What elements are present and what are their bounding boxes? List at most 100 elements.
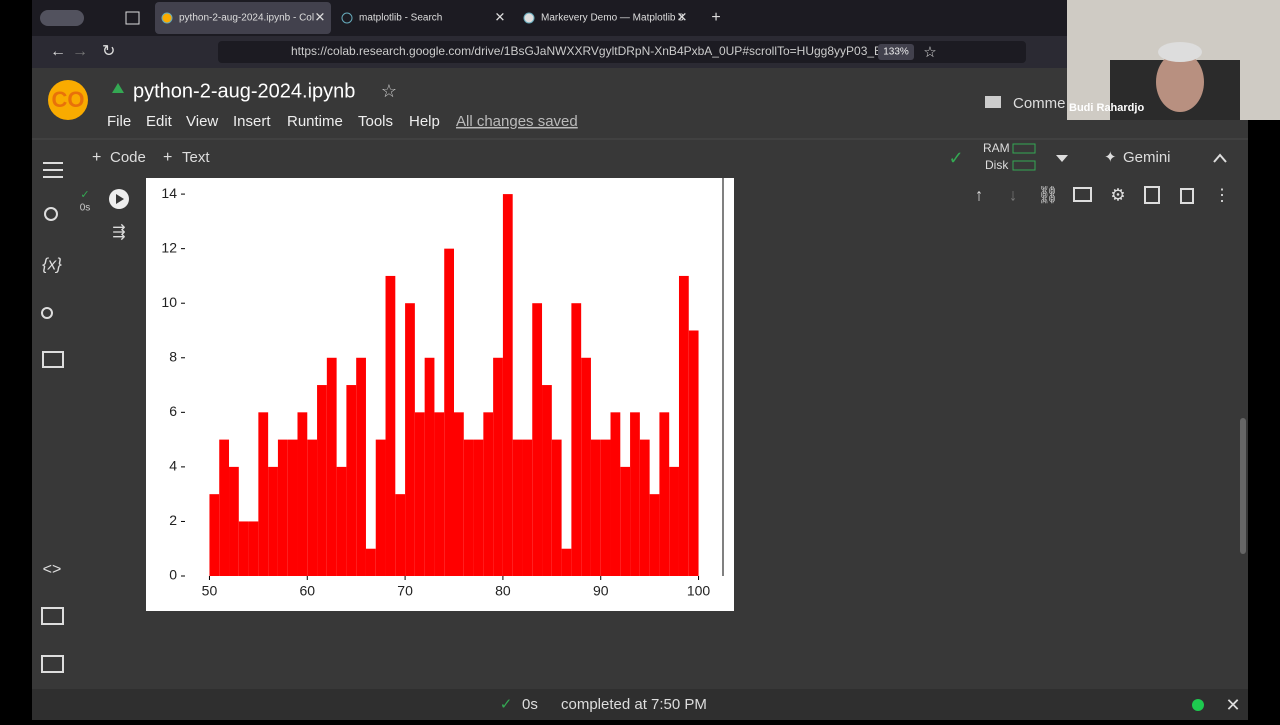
- close-status[interactable]: ✕: [1225, 695, 1240, 715]
- bookmark-star[interactable]: ☆: [923, 44, 936, 61]
- histogram-bar: [209, 494, 220, 576]
- histogram-bar: [375, 439, 386, 576]
- tab-favicon: [161, 12, 173, 24]
- menu-item[interactable]: Runtime: [287, 113, 343, 130]
- comment-cell[interactable]: [1073, 187, 1092, 202]
- histogram-bar: [532, 303, 543, 576]
- histogram-bar: [463, 439, 474, 576]
- reload-button[interactable]: ↻: [102, 43, 115, 60]
- tab-favicon: [523, 12, 535, 24]
- histogram-bar: [610, 412, 621, 576]
- add-text-button[interactable]: Text: [182, 149, 210, 166]
- runtime-dropdown[interactable]: [1056, 155, 1068, 162]
- toc-icon[interactable]: [43, 169, 63, 171]
- histogram-bar: [307, 439, 318, 576]
- move-up[interactable]: ↑: [975, 185, 984, 204]
- tab-overview[interactable]: [125, 11, 140, 25]
- output-toggle[interactable]: ⇶: [112, 223, 125, 241]
- active-tab[interactable]: [155, 2, 331, 34]
- new-tab[interactable]: +: [711, 9, 720, 26]
- star-button[interactable]: ☆: [381, 81, 397, 101]
- cell-time: 0s: [80, 203, 91, 214]
- histogram-bar: [336, 466, 347, 576]
- comments-icon[interactable]: [985, 96, 1001, 108]
- zoom-level: 133%: [883, 47, 909, 58]
- tab-close[interactable]: ✕: [677, 9, 688, 24]
- toc-icon[interactable]: [43, 176, 63, 178]
- histogram-bar: [395, 494, 406, 576]
- menu-item[interactable]: Help: [409, 113, 440, 130]
- histogram-bar: [297, 412, 308, 576]
- variables-icon[interactable]: {x}: [42, 254, 62, 273]
- drive-icon: [112, 83, 124, 93]
- tab-title[interactable]: python-2-aug-2024.ipynb - Col: [179, 13, 314, 24]
- connected-check: ✓: [948, 148, 963, 168]
- save-status[interactable]: All changes saved: [456, 113, 578, 130]
- histogram-bar: [600, 439, 611, 576]
- gemini-icon: ✦: [1104, 149, 1117, 166]
- menu-item[interactable]: Tools: [358, 113, 393, 130]
- back-button[interactable]: ←: [50, 43, 66, 60]
- histogram-bar: [385, 275, 396, 576]
- delete-cell[interactable]: [1180, 188, 1194, 204]
- histogram-bar: [444, 248, 454, 576]
- files-icon[interactable]: [42, 351, 64, 368]
- code-snippets-icon[interactable]: <>: [43, 561, 62, 578]
- run-icon: [116, 194, 124, 204]
- comments-button[interactable]: Comme: [1013, 95, 1066, 112]
- menu-item[interactable]: File: [107, 113, 131, 130]
- x-tick-label: 50: [202, 583, 218, 599]
- status-check: ✓: [500, 696, 513, 713]
- tab-close[interactable]: ✕: [315, 9, 326, 24]
- chart: 0 2 4 6 8 10 12 14 50 60 70 80 90 100: [161, 178, 724, 599]
- scrollbar-thumb[interactable]: [1240, 418, 1246, 554]
- menu-item[interactable]: Edit: [146, 113, 173, 130]
- tab-close[interactable]: ✕: [495, 9, 506, 24]
- x-tick-label: 90: [593, 583, 609, 599]
- colab-logo-text: CO: [52, 87, 85, 112]
- ram-label: RAM: [983, 141, 1010, 155]
- collapse-button[interactable]: [1213, 153, 1227, 163]
- tab-title[interactable]: Markevery Demo — Matplotlib 3: [541, 13, 684, 24]
- move-down: ↓: [1009, 185, 1018, 204]
- histogram-bar: [277, 439, 288, 576]
- tab-title[interactable]: matplotlib - Search: [359, 13, 442, 24]
- cell-settings[interactable]: ⚙: [1110, 185, 1125, 204]
- link-cell[interactable]: ⛓: [1037, 185, 1059, 204]
- menu-item[interactable]: Insert: [233, 113, 271, 130]
- toc-icon[interactable]: [43, 162, 63, 164]
- histogram-bar: [405, 303, 415, 576]
- tab-favicon: [341, 12, 353, 24]
- url-field[interactable]: [218, 41, 1026, 63]
- more-actions[interactable]: ⋮: [1214, 185, 1231, 204]
- search-icon[interactable]: [44, 207, 58, 221]
- disk-meter: [1012, 160, 1036, 171]
- zoom-badge[interactable]: [878, 44, 914, 60]
- histogram-bar: [356, 357, 366, 576]
- status-time: 0s: [522, 696, 538, 713]
- histogram-bar: [248, 521, 259, 576]
- histogram-bar: [502, 194, 513, 576]
- add-code-button[interactable]: Code: [110, 149, 146, 166]
- cell-status-check: ✓: [80, 189, 89, 201]
- menu-item[interactable]: View: [186, 113, 218, 130]
- command-palette-icon[interactable]: [41, 607, 64, 625]
- histogram-bar: [268, 466, 278, 576]
- mirror-cell[interactable]: [1144, 186, 1160, 204]
- histogram-bar: [238, 521, 249, 576]
- sidebar-toggle[interactable]: [40, 10, 84, 26]
- colab-logo[interactable]: [48, 80, 88, 120]
- y-tick-label: 12: [161, 239, 177, 255]
- histogram-bar: [346, 385, 357, 576]
- terminal-icon[interactable]: [41, 655, 64, 673]
- y-tick-label: 4: [169, 458, 177, 474]
- histogram-bar: [620, 466, 631, 576]
- webcam-person: [1156, 52, 1204, 112]
- disk-label: Disk: [985, 158, 1009, 172]
- histogram-bar: [483, 412, 494, 576]
- secrets-icon[interactable]: [41, 307, 53, 319]
- histogram-bar: [365, 548, 376, 576]
- gemini-button[interactable]: Gemini: [1123, 149, 1171, 166]
- notebook-title[interactable]: python-2-aug-2024.ipynb: [133, 80, 355, 102]
